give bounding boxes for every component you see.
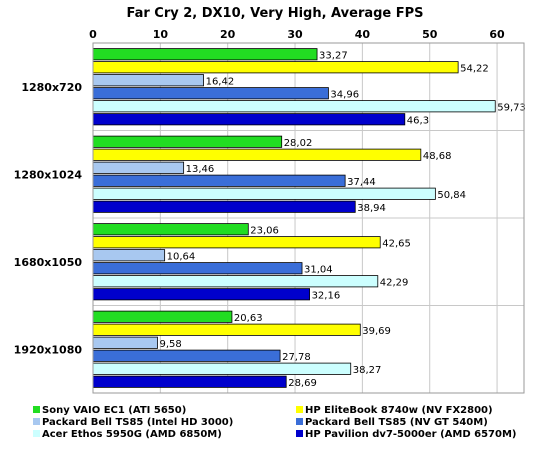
bar: [92, 148, 422, 161]
data-label: 28,69: [288, 378, 317, 389]
data-label: 59,73: [497, 102, 526, 113]
data-label: 32,16: [312, 290, 341, 301]
bar: [92, 262, 303, 275]
x-axis-ticks: 0 10 20 30 40 50 60: [89, 28, 505, 41]
legend-label: Packard Bell TS85 (NV GT 540M): [305, 417, 488, 428]
data-label: 34,96: [330, 89, 359, 100]
legend-swatch: [33, 406, 40, 413]
x-tick-label: 10: [153, 28, 169, 41]
legend-item: HP EliteBook 8740w (NV FX2800): [296, 405, 493, 416]
bar: [92, 200, 356, 213]
bar: [92, 61, 459, 74]
data-label: 31,04: [304, 264, 333, 275]
bar: [92, 375, 287, 388]
bar: [92, 161, 185, 174]
legend-swatch: [296, 418, 303, 425]
bar: [92, 223, 249, 236]
category-label: 1280x1024: [14, 168, 83, 181]
bar: [92, 113, 406, 126]
x-tick-label: 40: [355, 28, 371, 41]
bar-group: 20,63 39,69 9,58 27,78 38,27 28,69: [92, 310, 391, 389]
x-tick-label: 60: [489, 28, 505, 41]
plot-border: [92, 42, 525, 394]
data-label: 50,84: [437, 190, 466, 201]
category-label: 1280x720: [21, 81, 82, 94]
data-label: 16,42: [206, 76, 235, 87]
bar: [92, 275, 379, 288]
bar: [92, 48, 318, 61]
x-tick-label: 20: [220, 28, 236, 41]
legend-swatch: [33, 430, 40, 437]
bar: [92, 236, 381, 249]
bar: [92, 336, 158, 349]
data-label: 9,58: [160, 339, 182, 350]
data-label: 42,29: [380, 277, 409, 288]
data-label: 38,94: [357, 203, 386, 214]
bar: [92, 323, 361, 336]
legend-item: Sony VAIO EC1 (ATI 5650): [33, 405, 186, 416]
legend-item: Acer Ethos 5950G (AMD 6850M): [33, 429, 222, 440]
bar: [92, 310, 233, 323]
data-label: 39,69: [362, 326, 391, 337]
bar: [92, 174, 346, 187]
bar: [92, 135, 283, 148]
data-label: 20,63: [234, 313, 263, 324]
data-label: 23,06: [250, 225, 279, 236]
chart-title: Far Cry 2, DX10, Very High, Average FPS: [126, 6, 423, 21]
data-label: 54,22: [460, 63, 489, 74]
legend-item: Packard Bell TS85 (NV GT 540M): [296, 417, 488, 428]
bar: [92, 362, 352, 375]
legend-item: Packard Bell TS85 (Intel HD 3000): [33, 417, 233, 428]
data-label: 42,65: [382, 238, 411, 249]
legend-label: HP Pavilion dv7-5000er (AMD 6570M): [305, 429, 516, 440]
legend-label: Acer Ethos 5950G (AMD 6850M): [42, 429, 222, 440]
x-tick-label: 30: [287, 28, 303, 41]
data-label: 37,44: [347, 177, 376, 188]
bar-group: 23,06 42,65 10,64 31,04 42,29 32,16: [92, 223, 411, 301]
category-label: 1680x1050: [14, 256, 83, 269]
legend: Sony VAIO EC1 (ATI 5650) HP EliteBook 874…: [33, 405, 516, 440]
bar: [92, 288, 310, 301]
category-labels: 1280x720 1280x1024 1680x1050 1920x1080: [14, 81, 83, 357]
data-label: 27,78: [282, 352, 311, 363]
data-label: 13,46: [186, 164, 215, 175]
legend-label: HP EliteBook 8740w (NV FX2800): [305, 405, 493, 416]
bar: [92, 349, 281, 362]
legend-swatch: [296, 406, 303, 413]
legend-swatch: [33, 418, 40, 425]
data-label: 48,68: [423, 151, 452, 162]
legend-swatch: [296, 430, 303, 437]
data-label: 10,64: [167, 251, 196, 262]
bar: [92, 249, 166, 262]
bar-group: 28,02 48,68 13,46 37,44 50,84 38,94: [92, 135, 466, 214]
x-tick-label: 50: [422, 28, 438, 41]
category-label: 1920x1080: [14, 343, 83, 356]
data-label: 33,27: [319, 50, 348, 61]
data-label: 38,27: [353, 365, 382, 376]
data-label: 46,3: [407, 115, 429, 126]
legend-item: HP Pavilion dv7-5000er (AMD 6570M): [296, 429, 516, 440]
legend-label: Sony VAIO EC1 (ATI 5650): [42, 405, 186, 416]
bar: [92, 87, 329, 100]
bar-groups: 33,27 54,22 16,42 34,96 59,73 46,3 28,02 48,68 1…: [92, 48, 526, 389]
legend-label: Packard Bell TS85 (Intel HD 3000): [42, 417, 233, 428]
bar: [92, 74, 204, 87]
data-label: 28,02: [284, 138, 313, 149]
plot-frame: [92, 42, 525, 394]
bar: [92, 187, 436, 200]
bar: [92, 100, 496, 113]
bar-group: 33,27 54,22 16,42 34,96 59,73 46,3: [92, 48, 526, 126]
x-tick-label: 0: [89, 28, 97, 41]
